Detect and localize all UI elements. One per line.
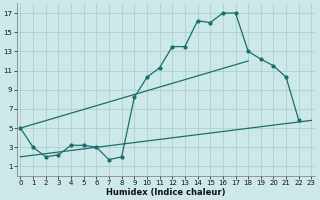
X-axis label: Humidex (Indice chaleur): Humidex (Indice chaleur) [106,188,226,197]
